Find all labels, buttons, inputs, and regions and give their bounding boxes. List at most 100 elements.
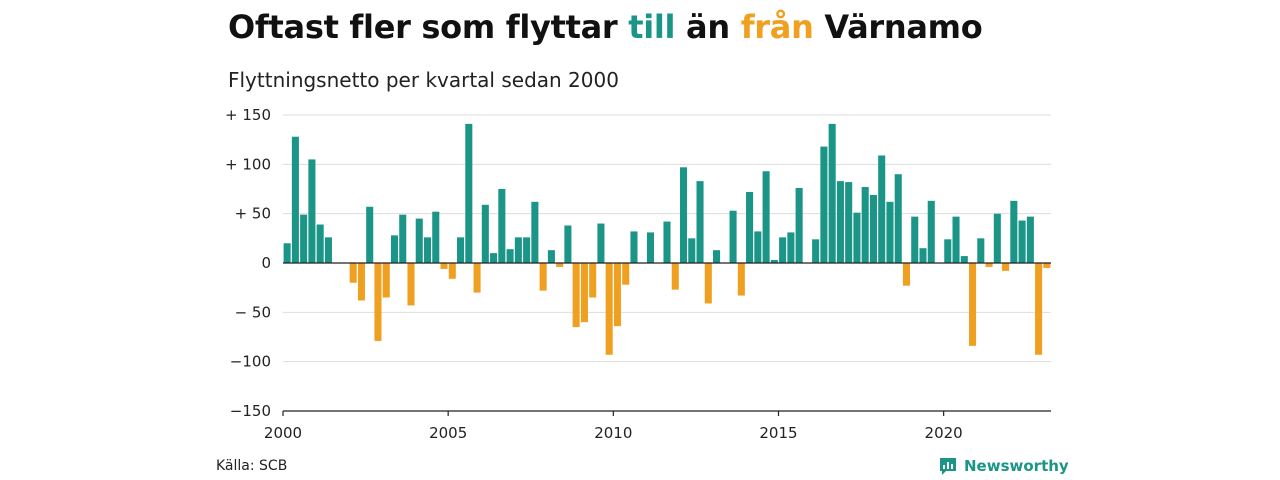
- bar: [316, 224, 324, 263]
- bar: [737, 263, 745, 296]
- bar: [564, 225, 572, 263]
- bar: [374, 263, 382, 341]
- brand-logo: Newsworthy: [938, 456, 1069, 476]
- bar: [605, 263, 613, 355]
- title-part-1: Oftast fler som flyttar: [228, 8, 629, 46]
- bar: [886, 201, 894, 263]
- brand-name: Newsworthy: [964, 457, 1069, 475]
- bar: [366, 206, 374, 263]
- bar: [894, 174, 902, 263]
- title-part-3: Värnamo: [813, 8, 983, 46]
- bar: [597, 223, 605, 263]
- bar: [1018, 220, 1026, 263]
- title-highlight-fran: från: [740, 8, 814, 46]
- bar: [902, 263, 911, 286]
- bars: [283, 123, 1051, 355]
- bar: [663, 221, 671, 263]
- y-tick-label: + 100: [225, 155, 271, 173]
- bar: [688, 238, 696, 263]
- bar: [787, 232, 795, 263]
- bar: [746, 191, 754, 263]
- axes: + 150 + 100 + 50 0 − 50 −100 −150 2000 2005 2010 2…: [225, 106, 1051, 442]
- bar: [952, 216, 960, 263]
- bar: [357, 263, 365, 301]
- bar: [828, 123, 836, 263]
- bar: [679, 167, 688, 263]
- bar: [646, 232, 655, 263]
- bar: [580, 263, 588, 323]
- chart-subtitle: Flyttningsnetto per kvartal sedan 2000: [228, 68, 619, 92]
- bar: [977, 238, 985, 263]
- y-tick-label: −150: [230, 402, 271, 420]
- bar: [845, 182, 853, 263]
- bar: [1010, 200, 1018, 263]
- bar: [415, 218, 423, 263]
- bar: [308, 159, 316, 263]
- bar: [1002, 263, 1010, 271]
- bar: [729, 210, 737, 263]
- bar: [407, 263, 415, 306]
- y-tick-label: −100: [230, 353, 271, 371]
- bar: [589, 263, 597, 298]
- bar: [547, 250, 555, 263]
- bar: [861, 187, 869, 263]
- bar: [457, 237, 465, 263]
- bar: [572, 263, 580, 328]
- bar: [1026, 216, 1034, 263]
- bar: [448, 263, 456, 279]
- bar: [613, 263, 621, 327]
- bar: [324, 237, 332, 263]
- source-note: Källa: SCB: [216, 458, 288, 474]
- bar: [927, 200, 935, 263]
- bar: [465, 123, 473, 263]
- bar: [762, 171, 770, 263]
- bar: [291, 136, 299, 263]
- bar: [630, 231, 638, 263]
- title-part-2: än: [675, 8, 741, 46]
- x-tick-label: 2015: [759, 424, 797, 442]
- bar: [390, 235, 399, 263]
- bar: [820, 146, 828, 263]
- bar: [869, 194, 877, 263]
- bar: [795, 188, 803, 263]
- bar: [779, 237, 787, 263]
- bar: [399, 214, 407, 263]
- bar: [440, 263, 448, 269]
- bar: [713, 250, 721, 263]
- bar: [531, 201, 539, 263]
- bar: [498, 189, 506, 263]
- y-tick-label: + 150: [225, 106, 271, 124]
- y-tick-label: + 50: [235, 205, 271, 223]
- bar: [754, 231, 762, 263]
- y-tick-label: − 50: [235, 303, 271, 321]
- bar: [506, 249, 514, 263]
- bar: [556, 263, 564, 267]
- bar: [283, 243, 291, 263]
- chart-title: Oftast fler som flyttar till än från Vär…: [228, 8, 983, 46]
- bar: [490, 253, 498, 263]
- x-tick-label: 2005: [429, 424, 467, 442]
- bar: [993, 213, 1001, 263]
- bar: [878, 155, 886, 263]
- bar: [960, 256, 968, 263]
- bar: [473, 263, 481, 293]
- newsworthy-logo-icon: [940, 458, 956, 475]
- y-tick-label: 0: [261, 254, 271, 272]
- bar: [1035, 263, 1043, 355]
- bar: [622, 263, 630, 285]
- bar: [696, 181, 704, 263]
- bar: [539, 263, 547, 291]
- x-tick-label: 2000: [264, 424, 302, 442]
- bar: [481, 204, 489, 263]
- bar: [300, 214, 308, 263]
- bar: [919, 248, 927, 263]
- bar: [514, 237, 522, 263]
- bar: [423, 237, 432, 263]
- bar: [812, 239, 820, 263]
- bar: [523, 237, 531, 263]
- bar: [382, 263, 390, 298]
- bar: [704, 263, 712, 304]
- bar: [836, 181, 844, 263]
- x-tick-label: 2020: [925, 424, 963, 442]
